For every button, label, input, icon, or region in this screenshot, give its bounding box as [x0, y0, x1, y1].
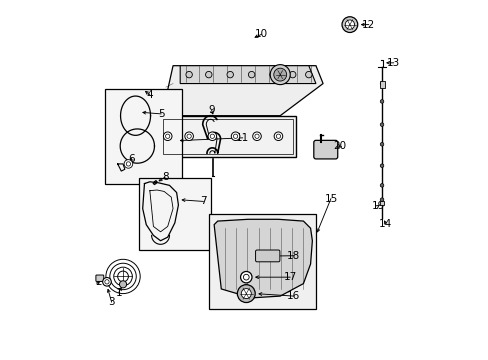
Circle shape — [226, 71, 233, 78]
Circle shape — [124, 159, 132, 168]
Circle shape — [345, 20, 354, 29]
Text: 14: 14 — [378, 219, 391, 229]
Text: 6: 6 — [128, 154, 135, 164]
Text: 10: 10 — [255, 29, 267, 39]
Circle shape — [207, 132, 216, 140]
Text: 1: 1 — [115, 288, 122, 297]
Circle shape — [205, 71, 212, 78]
Circle shape — [210, 134, 214, 138]
Text: 12: 12 — [362, 19, 375, 30]
Circle shape — [380, 198, 383, 202]
Circle shape — [231, 132, 240, 140]
Circle shape — [240, 271, 251, 283]
Circle shape — [243, 274, 248, 280]
Circle shape — [106, 259, 140, 294]
Polygon shape — [180, 66, 315, 84]
Text: 4: 4 — [146, 90, 153, 100]
Circle shape — [289, 71, 295, 78]
Circle shape — [102, 278, 111, 286]
Circle shape — [305, 71, 311, 78]
Circle shape — [254, 134, 259, 138]
Circle shape — [185, 71, 192, 78]
Bar — [208, 214, 315, 309]
Circle shape — [118, 271, 128, 282]
Circle shape — [380, 184, 383, 187]
Circle shape — [186, 134, 191, 138]
Text: 3: 3 — [108, 297, 115, 307]
Bar — [160, 116, 296, 157]
Circle shape — [237, 285, 255, 302]
Bar — [163, 118, 293, 154]
Circle shape — [114, 267, 132, 286]
Text: 9: 9 — [208, 105, 215, 115]
Text: 18: 18 — [286, 251, 300, 261]
Circle shape — [119, 281, 126, 288]
Circle shape — [380, 100, 383, 103]
Circle shape — [184, 132, 193, 140]
Circle shape — [341, 17, 357, 32]
FancyBboxPatch shape — [96, 275, 103, 282]
Circle shape — [269, 71, 276, 78]
Circle shape — [163, 132, 172, 140]
Circle shape — [380, 164, 383, 167]
FancyBboxPatch shape — [255, 250, 279, 262]
Circle shape — [241, 289, 251, 298]
Bar — [379, 202, 384, 205]
Polygon shape — [165, 66, 323, 116]
Text: 2: 2 — [95, 277, 102, 287]
Circle shape — [270, 64, 290, 85]
Bar — [139, 178, 210, 249]
Circle shape — [274, 132, 282, 140]
Text: 8: 8 — [162, 172, 168, 182]
Text: 11: 11 — [236, 133, 249, 143]
Circle shape — [380, 123, 383, 126]
Circle shape — [380, 82, 383, 85]
Circle shape — [110, 263, 136, 290]
Circle shape — [165, 134, 169, 138]
Circle shape — [380, 143, 383, 146]
Text: 13: 13 — [386, 58, 400, 68]
Text: 20: 20 — [333, 141, 346, 151]
Bar — [105, 89, 182, 184]
Circle shape — [252, 132, 261, 140]
FancyBboxPatch shape — [313, 140, 337, 159]
Text: 7: 7 — [200, 197, 206, 206]
Text: 5: 5 — [158, 109, 164, 119]
Text: 16: 16 — [286, 291, 300, 301]
Circle shape — [104, 280, 109, 284]
Circle shape — [273, 68, 286, 81]
Circle shape — [248, 71, 254, 78]
Text: 17: 17 — [283, 272, 296, 282]
Polygon shape — [214, 219, 312, 298]
Bar — [379, 81, 384, 88]
Circle shape — [126, 162, 130, 166]
Circle shape — [233, 134, 237, 138]
Circle shape — [276, 134, 280, 138]
Text: 19: 19 — [371, 201, 384, 211]
Text: 15: 15 — [324, 194, 337, 203]
